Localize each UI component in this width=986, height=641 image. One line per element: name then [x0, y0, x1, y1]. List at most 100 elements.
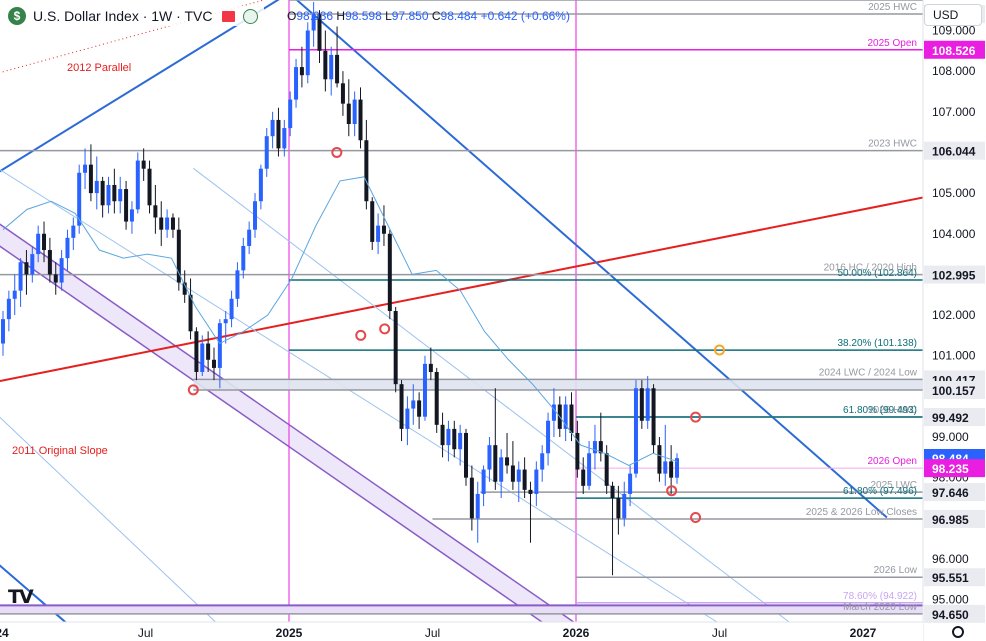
candle-body: [616, 498, 621, 519]
candle-body: [100, 180, 105, 206]
price-tag-label: 102.995: [932, 269, 976, 283]
candle-body: [282, 128, 287, 149]
channel-lower-line: [0, 245, 571, 641]
candle-body: [129, 209, 134, 222]
level-label: 61.80% (97.496): [843, 486, 917, 497]
chart-header: $ U.S. Dollar Index · 1W · TVC: [8, 6, 265, 26]
time-axis-bg: [0, 622, 923, 641]
candle-body: [165, 217, 170, 230]
time-tick: Jul: [138, 626, 153, 640]
candle-body: [88, 164, 93, 194]
marker-circle: [666, 485, 678, 497]
candle-body: [663, 461, 668, 474]
candle-body: [639, 388, 644, 421]
level-label: 2025 LWC: [870, 480, 917, 491]
price-axis[interactable]: 95.00096.00097.00098.00099.000101.000102…: [922, 0, 986, 641]
candle-body: [94, 180, 99, 194]
candle-body: [346, 103, 351, 124]
candle-body: [65, 237, 70, 259]
level-label: 38.20% (101.138): [837, 338, 917, 349]
candle-body: [522, 469, 527, 490]
candle-body: [657, 445, 662, 474]
price-axis-bg: [923, 0, 986, 641]
marker-circle: [355, 329, 367, 341]
candle-body: [83, 164, 88, 173]
candle-body: [241, 245, 246, 271]
time-axis[interactable]: 24 Jul 2025 Jul 2026 Jul 2027: [0, 621, 923, 641]
flag-icon[interactable]: [222, 10, 236, 22]
candle-body: [194, 331, 199, 372]
candle-body: [118, 189, 123, 202]
candle-body: [12, 290, 17, 299]
close-value: 98.484: [440, 9, 478, 23]
candle-body: [299, 67, 304, 76]
level-label: 2026 Low: [874, 565, 918, 576]
level-label: 2025 & 2026 Low Closes: [806, 507, 917, 518]
candle-body: [364, 140, 369, 202]
candle-body: [370, 201, 375, 242]
candle-body: [422, 363, 427, 417]
level-label: 2016 HC / 2020 High: [824, 263, 917, 274]
status-dot-icon: [243, 8, 259, 24]
price-tick: 104.000: [932, 227, 976, 241]
candle-body: [645, 388, 650, 421]
level-label: 78.60% (94.922): [843, 591, 917, 602]
candle-body: [42, 233, 47, 251]
candle-body: [317, 14, 322, 51]
currency-selector[interactable]: USD: [924, 4, 982, 26]
march-low-band-fill: [0, 605, 923, 614]
candle-body: [141, 160, 146, 169]
candle-body: [622, 493, 627, 519]
candle-body: [153, 205, 158, 218]
price-tag-bg: [924, 265, 985, 284]
time-tick: Jul: [712, 626, 727, 640]
candle-body: [229, 298, 234, 320]
candle-body: [469, 477, 474, 519]
price-tick: 99.000: [932, 430, 969, 444]
high-key: H: [336, 9, 346, 23]
symbol-title[interactable]: U.S. Dollar Index · 1W · TVC: [33, 8, 213, 24]
candle-body: [200, 343, 205, 372]
candle-body: [417, 400, 422, 417]
trendline: [0, 183, 986, 383]
price-tag-bg: [924, 380, 985, 399]
level-label: 2023 HWC: [868, 139, 917, 150]
candle-body: [235, 270, 240, 299]
candle-body: [135, 160, 140, 210]
candle-body: [481, 469, 486, 494]
candle-body: [176, 229, 181, 283]
candle-body: [610, 485, 615, 499]
candle-body: [575, 432, 580, 470]
close-key: C: [431, 9, 441, 23]
trendline: [0, 0, 280, 173]
open-value: 98.036: [296, 9, 334, 23]
candle-body: [598, 441, 603, 454]
candle-body: [440, 424, 445, 446]
price-tick: 109.000: [932, 23, 976, 37]
candle-body: [6, 298, 11, 320]
horizontal-levels: [0, 0, 924, 615]
candle-body: [499, 457, 504, 482]
candle-body: [106, 184, 111, 206]
price-tick: 105.000: [932, 186, 976, 200]
price-tag-bg: [924, 568, 985, 587]
candles: [1, 2, 679, 576]
channel-fill: [0, 224, 576, 641]
candle-body: [376, 225, 381, 242]
candle-body: [534, 469, 539, 494]
trendline: [0, 416, 218, 624]
moving-average: [2, 176, 678, 467]
moving-average-line: [2, 176, 678, 467]
candle-body: [452, 428, 457, 450]
level-label: 61.80% (99.493): [843, 405, 917, 416]
gear-icon[interactable]: [952, 626, 964, 638]
candle-body: [124, 189, 129, 222]
markers: [187, 146, 725, 524]
price-tag-bg: [924, 408, 985, 427]
candle-body: [247, 229, 252, 246]
price-tag-label: 95.551: [932, 571, 969, 585]
candle-body: [487, 445, 492, 470]
price-tag-label: 108.526: [932, 44, 976, 58]
